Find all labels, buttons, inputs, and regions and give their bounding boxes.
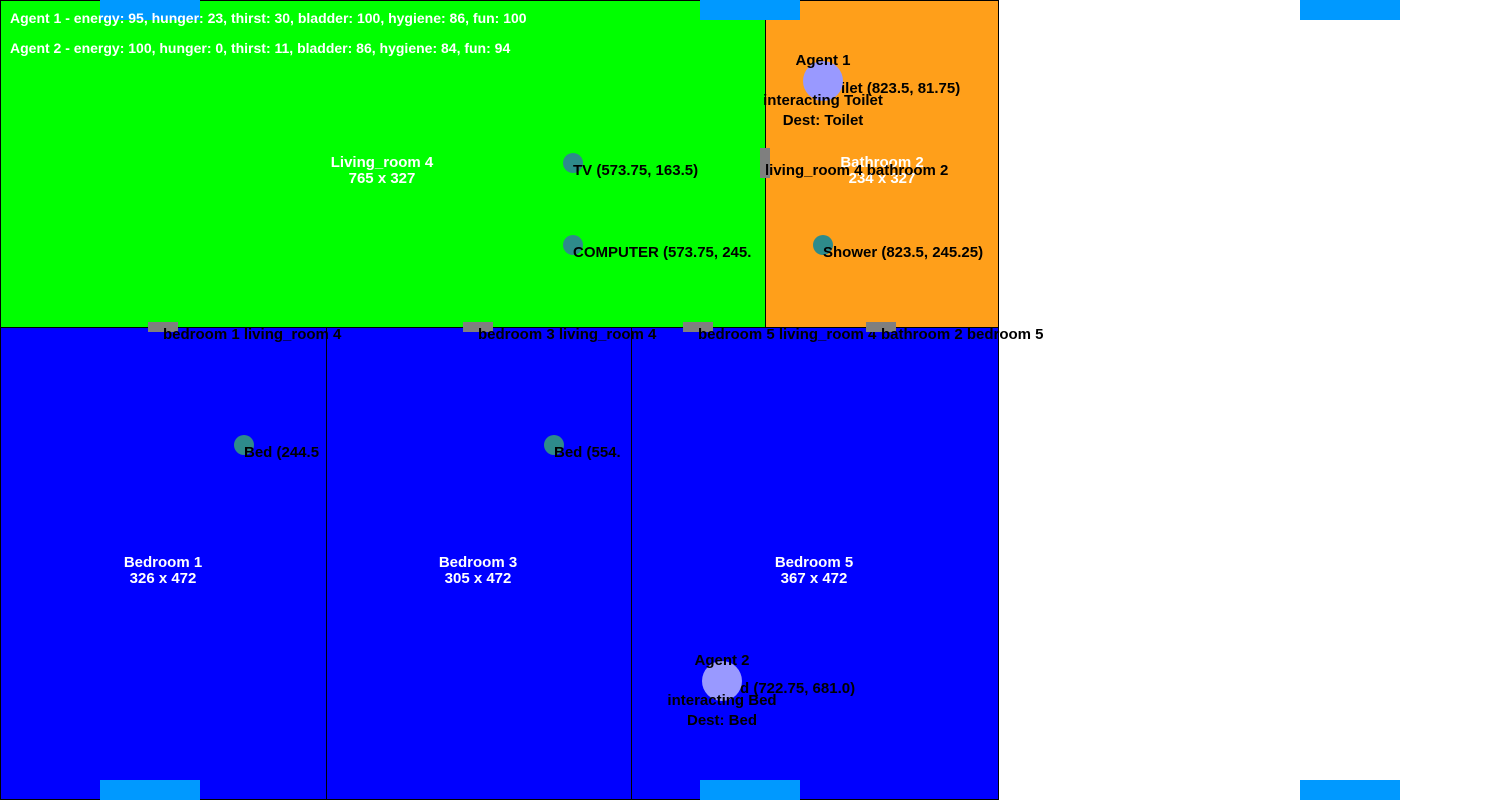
agent-2-status: Agent 2 - energy: 100, hunger: 0, thirst… xyxy=(10,40,511,56)
door-bedroom3-living-label: bedroom 3 living_room 4 xyxy=(478,326,657,343)
door-bedroom1-living[interactable] xyxy=(148,322,178,332)
shower-label: Shower (823.5, 245.25) xyxy=(823,244,984,261)
bed-3-label: Bed (554. xyxy=(554,445,621,461)
agent-1-marker[interactable] xyxy=(803,61,843,101)
agent-2-action: interacting Bed xyxy=(667,692,777,709)
door-bathroom-bedroom5-label: bathroom 2 bedroom 5 xyxy=(881,326,1044,343)
door-living-bathroom-label: living_room 4 bathroom 2 xyxy=(765,162,949,179)
door-bedroom3-living[interactable] xyxy=(463,322,493,332)
top-bar-1 xyxy=(100,0,200,20)
bathroom xyxy=(765,0,999,328)
bedroom-5 xyxy=(631,327,999,800)
agent-1-name: Agent 1 xyxy=(795,52,851,69)
agent-1-dest: Dest: Toilet xyxy=(782,112,864,129)
bottom-bar-2 xyxy=(700,780,800,800)
bedroom-1-name: Bedroom 1 xyxy=(123,554,203,571)
bedroom-1-label: Bedroom 1 326 x 472 xyxy=(124,555,202,587)
door-living-bathroom[interactable] xyxy=(760,148,770,178)
bed-1-label: Bed (244.5 xyxy=(244,445,320,461)
door-bedroom1-living-label: bedroom 1 living_room 4 xyxy=(163,326,342,343)
computer-label: COMPUTER (573.75, 245. xyxy=(573,244,752,261)
top-bar-2 xyxy=(700,0,800,20)
bed-1-marker[interactable] xyxy=(234,435,254,455)
door-bathroom-bedroom5[interactable] xyxy=(866,322,896,332)
bed-3-marker[interactable] xyxy=(544,435,564,455)
living-room-size: 765 x 327 xyxy=(348,170,416,187)
agent-1-action: interacting Toilet xyxy=(763,92,883,109)
bathroom-label: Bathroom 2 234 x 327 xyxy=(840,155,923,187)
bedroom-5-name: Bedroom 5 xyxy=(774,554,854,571)
living-room xyxy=(0,0,766,328)
bedroom-3-name: Bedroom 3 xyxy=(438,554,518,571)
agent-2-marker[interactable] xyxy=(702,661,742,701)
agent-2-dest: Dest: Bed xyxy=(686,712,758,729)
tv-marker[interactable] xyxy=(563,153,583,173)
bedroom-3 xyxy=(326,327,632,800)
living-room-name: Living_room 4 xyxy=(330,154,434,171)
living-room-label: Living_room 4 765 x 327 xyxy=(331,155,434,187)
bathroom-size: 234 x 327 xyxy=(848,170,916,187)
bed-5-label: d (722.75, 681.0) xyxy=(740,680,856,697)
shower-marker[interactable] xyxy=(813,235,833,255)
bedroom-5-label: Bedroom 5 367 x 472 xyxy=(775,555,853,587)
bedroom-3-label: Bedroom 3 305 x 472 xyxy=(439,555,517,587)
toilet-label: ilet (823.5, 81.75) xyxy=(841,80,961,97)
agent-2-name: Agent 2 xyxy=(694,652,750,669)
bottom-bar-3 xyxy=(1300,780,1400,800)
door-bedroom5-living[interactable] xyxy=(683,322,713,332)
bedroom-5-size: 367 x 472 xyxy=(780,570,848,587)
agent-1-status: Agent 1 - energy: 95, hunger: 23, thirst… xyxy=(10,10,527,26)
bedroom-3-size: 305 x 472 xyxy=(444,570,512,587)
bathroom-name: Bathroom 2 xyxy=(840,154,924,171)
tv-label: TV (573.75, 163.5) xyxy=(573,162,699,179)
top-bar-3 xyxy=(1300,0,1400,20)
bottom-bar-1 xyxy=(100,780,200,800)
door-bedroom5-living-label: bedroom 5 living_room 4 xyxy=(698,326,877,343)
computer-marker[interactable] xyxy=(563,235,583,255)
bedroom-1-size: 326 x 472 xyxy=(129,570,197,587)
